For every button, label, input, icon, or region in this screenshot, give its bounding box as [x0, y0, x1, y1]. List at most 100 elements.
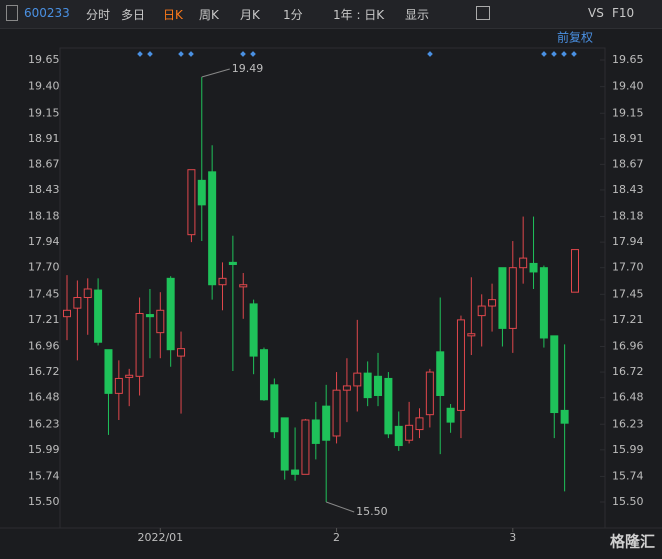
x-tick-label: 2 — [333, 531, 340, 544]
candle-body — [508, 267, 517, 329]
candle-body — [156, 309, 165, 334]
x-tick-label: 3 — [509, 531, 516, 544]
candle-body — [332, 389, 341, 437]
checkbox[interactable] — [476, 6, 490, 20]
vs-button[interactable]: VS — [588, 6, 604, 20]
candle-body — [259, 349, 268, 401]
f10-button[interactable]: F10 — [612, 6, 635, 20]
watermark: 格隆汇 — [610, 533, 655, 551]
y-tick-label-right: 19.65 — [612, 53, 644, 66]
y-tick-label-right: 16.23 — [612, 417, 644, 430]
candle-body — [249, 303, 258, 357]
y-tick-label: 16.48 — [28, 391, 60, 404]
candle-body — [425, 371, 434, 416]
tab-active[interactable]: 日K — [163, 8, 183, 22]
y-tick-label: 18.67 — [28, 157, 60, 170]
candle-body — [405, 424, 414, 441]
tab[interactable]: 月K — [240, 8, 260, 22]
candle-body — [519, 257, 528, 269]
candle-body — [394, 425, 403, 447]
y-tick-label-right: 18.43 — [612, 183, 644, 196]
adjust-label[interactable]: 前复权 — [557, 30, 593, 45]
y-tick-label-right: 15.99 — [612, 443, 644, 456]
y-tick-label: 15.74 — [28, 469, 60, 482]
y-tick-label: 16.72 — [28, 365, 60, 378]
candle-body — [415, 417, 424, 431]
plot-frame — [59, 47, 606, 529]
y-tick-label: 17.21 — [28, 313, 60, 326]
candle-body — [353, 372, 362, 387]
candle-body — [456, 319, 465, 411]
candle-body — [539, 267, 548, 339]
candle-body — [322, 405, 331, 441]
y-tick-label-right: 17.94 — [612, 235, 644, 248]
candle-body — [197, 179, 206, 206]
candle-body — [83, 288, 92, 299]
y-tick-label-right: 16.48 — [612, 391, 644, 404]
candle-body — [73, 297, 82, 309]
candle-body — [125, 374, 134, 378]
candle-body — [291, 469, 300, 475]
y-tick-label-right: 15.74 — [612, 469, 644, 482]
candle-body — [550, 335, 559, 414]
candle-body — [94, 289, 103, 343]
candle-body — [467, 333, 476, 337]
y-tick-label: 19.65 — [28, 53, 60, 66]
y-tick-label: 18.91 — [28, 132, 60, 145]
event-markers — [137, 51, 577, 57]
candle-body — [218, 277, 227, 286]
y-tick-label: 15.50 — [28, 495, 60, 508]
candle-body — [63, 309, 71, 318]
y-tick-label: 18.43 — [28, 183, 60, 196]
y-tick-label: 16.23 — [28, 417, 60, 430]
candle-body — [446, 407, 455, 423]
candle-body — [270, 384, 279, 433]
y-tick-label-right: 19.15 — [612, 106, 644, 119]
candle-body — [187, 169, 196, 236]
stock-code[interactable]: 600233 — [24, 6, 70, 20]
candle-body — [363, 372, 372, 399]
y-tick-label-right: 19.40 — [612, 80, 644, 93]
y-tick-label: 17.94 — [28, 235, 60, 248]
candle-body — [342, 385, 351, 391]
annotation-label: 19.49 — [232, 62, 264, 75]
candle-body — [208, 171, 217, 286]
candle-body — [145, 314, 154, 318]
y-tick-label-right: 16.96 — [612, 340, 644, 353]
tab[interactable]: 分时 — [86, 8, 111, 22]
y-tick-label-right: 18.91 — [612, 132, 644, 145]
candle-body — [477, 305, 486, 317]
display-select[interactable]: 显示 — [405, 8, 430, 22]
candle-body — [529, 262, 538, 273]
y-tick-label-right: 17.21 — [612, 313, 644, 326]
y-tick-label: 17.45 — [28, 287, 60, 300]
candle-body — [239, 284, 248, 288]
y-tick-label: 19.40 — [28, 80, 60, 93]
y-tick-label: 15.99 — [28, 443, 60, 456]
candle-body — [560, 409, 569, 424]
tab[interactable]: 1分 — [283, 8, 303, 22]
candle-body — [311, 419, 320, 444]
annotation-label: 15.50 — [356, 505, 388, 518]
candle-body — [374, 375, 383, 396]
y-tick-label-right: 18.18 — [612, 210, 644, 223]
y-tick-label-right: 17.70 — [612, 261, 644, 274]
candle-body — [488, 299, 497, 307]
y-tick-label-right: 16.72 — [612, 365, 644, 378]
y-tick-label: 19.15 — [28, 106, 60, 119]
sidebar-toggle[interactable] — [6, 5, 18, 21]
y-tick-label: 18.18 — [28, 210, 60, 223]
candle-body — [498, 267, 507, 329]
candle-body — [301, 419, 310, 475]
toolbar: 600233 分时 多日 日K 周K 月K 1分 1年 : 日K 显示 VS F… — [0, 0, 662, 29]
y-tick-label: 17.70 — [28, 261, 60, 274]
y-tick-label-right: 18.67 — [612, 157, 644, 170]
tab[interactable]: 周K — [199, 8, 219, 22]
candle-body — [177, 348, 186, 357]
candle-body — [280, 417, 289, 471]
tab[interactable]: 多日 — [121, 8, 146, 22]
period-select[interactable]: 1年 : 日K — [333, 8, 385, 22]
candle-body — [166, 277, 175, 351]
